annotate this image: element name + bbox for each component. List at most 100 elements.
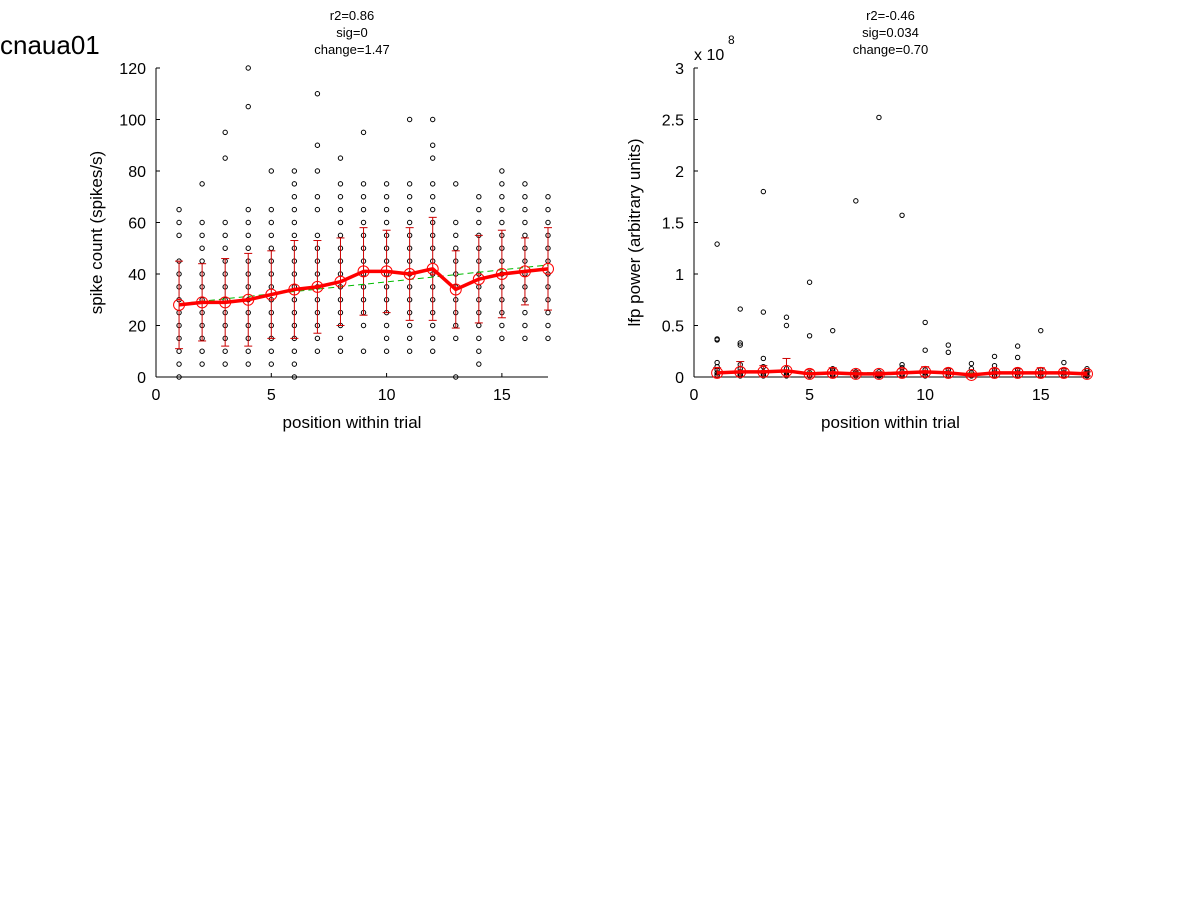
mean-marker [711,366,724,379]
trial-point [453,181,459,187]
lfp-power-panel: r2=-0.46 sig=0.034 change=0.70 0 5 10 15 0 0.5 1 1… [625,8,1093,432]
trial-point [222,361,228,367]
trial-point [899,361,905,368]
y-tick-label: 1 [675,267,684,284]
trial-point [545,206,551,213]
trial-point [383,181,390,187]
mean-marker [1011,366,1024,379]
y-tick-label: 0 [137,370,146,387]
trial-point [453,219,459,226]
trial-point [430,155,436,161]
trial-point [291,206,298,213]
trial-point [291,181,298,187]
spike-count-panel: r2=0.86 sig=0 change=1.47 0 5 10 15 0 20 40 60 80 10… [87,8,554,432]
trial-point [176,232,182,239]
mean-marker [1081,367,1093,380]
trial-point [853,198,859,204]
trial-point [406,348,413,354]
mean-marker [757,365,770,378]
y-tick-label: 20 [128,319,146,336]
trial-point [222,232,228,239]
trial-point [714,241,720,247]
trial-point [314,91,321,97]
mean-marker [919,365,932,378]
mean-marker [357,265,370,278]
mean-marker [265,288,278,301]
trial-point [830,327,836,334]
trial-point [476,335,482,342]
trial-point [545,194,551,200]
trial-point [222,219,228,226]
trial-point [522,322,528,329]
mean-marker [403,268,416,280]
mean-marker [311,280,324,293]
trial-point [522,232,528,239]
trial-point [337,194,344,200]
trial-point [291,374,298,380]
mean-marker [219,296,232,309]
trial-point [522,219,528,226]
trial-point [291,194,298,200]
trial-point [268,361,274,367]
x-axis-label: position within trial [283,413,422,432]
trial-point [337,219,344,226]
mean-marker [849,367,862,380]
x-tick-label: 15 [1032,387,1050,404]
trial-point [499,206,505,213]
trial-point [245,65,251,71]
mean-marker [803,367,816,380]
mean-marker [988,366,1001,379]
trial-point [383,322,390,329]
trial-point [430,181,436,187]
mean-marker [826,366,839,379]
trial-point [360,129,367,136]
trial-point [760,309,767,315]
trial-point [222,155,228,161]
trial-point [314,142,321,148]
trial-point [430,206,436,213]
trial-point [314,232,321,239]
trial-point [522,309,528,316]
trial-point [760,188,767,195]
x-tick-label: 0 [690,387,699,404]
mean-line [717,369,1088,377]
trial-point [737,342,743,348]
trial-point [268,245,274,251]
trial-point [406,206,413,213]
y-tick-label: 100 [119,113,146,130]
trial-point [760,355,767,362]
mean-marker [380,265,393,278]
chart-title-line: change=1.47 [314,42,390,57]
trial-point [383,194,390,200]
trial-point [476,348,482,354]
trial-point [176,348,182,354]
trial-point [922,347,928,353]
trial-point [383,335,390,342]
trial-point [1038,327,1044,334]
trial-point [383,348,390,354]
trial-point [430,335,436,342]
y-axis-label: lfp power (arbitrary units) [625,138,644,326]
trial-point [383,219,390,226]
mean-marker [542,262,554,275]
trial-point [314,206,321,213]
trial-point [245,206,251,213]
trial-point [522,194,528,200]
trial-point [737,306,743,312]
trial-point [430,142,436,148]
mean-marker [942,366,955,379]
trial-point [383,206,390,213]
trial-point [522,206,528,213]
y-tick-label: 120 [119,61,146,78]
trial-point [453,245,459,251]
trial-point [453,335,459,342]
trial-point [199,232,205,239]
y-exponent-power: 8 [728,33,735,47]
chart-title-line: r2=-0.46 [866,8,915,23]
trial-point [314,194,321,200]
trial-point [968,360,975,367]
trial-point [430,322,436,329]
trial-point [499,219,505,226]
trial-point [337,335,344,342]
